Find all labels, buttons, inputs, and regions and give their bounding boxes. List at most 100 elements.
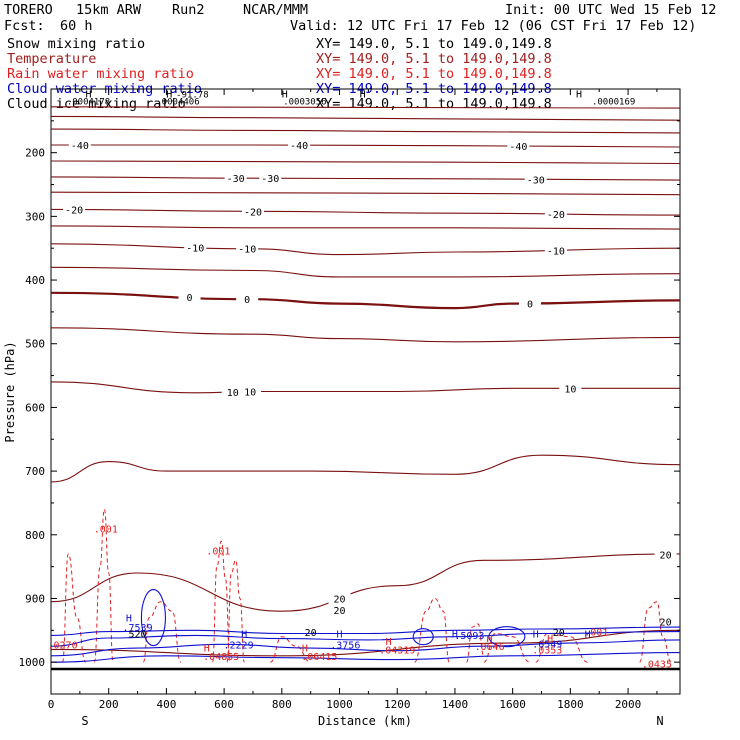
y-tick-label: 300 — [25, 210, 45, 223]
temperature-label: 20 — [334, 594, 346, 605]
temperature-contour-15 — [50, 454, 681, 483]
temperature-label: -20 — [547, 210, 565, 221]
x-tick-label: 800 — [272, 698, 292, 711]
temperature-label-bg — [544, 208, 567, 221]
temperature-label-bg — [654, 548, 677, 561]
rain-contour — [93, 508, 114, 663]
rain-label: .001 — [94, 524, 118, 535]
temperature-label-bg — [63, 203, 86, 216]
temperature-label: 10 — [244, 388, 256, 399]
temperature-label-bg — [518, 297, 541, 310]
temperature-label-bg — [544, 244, 567, 257]
rain-label: .001 — [584, 628, 608, 639]
high-marker: H — [360, 89, 366, 100]
temperature-contour-20 — [50, 553, 681, 612]
x-end-label-right: N — [656, 714, 663, 728]
run-name: Run2 — [172, 2, 205, 18]
high-marker: H — [302, 644, 308, 655]
temperature-label: -10 — [186, 243, 204, 254]
temperature-inline-label: 520 — [129, 630, 147, 641]
temperature-contour--50 — [50, 115, 681, 121]
rain-contour — [466, 623, 485, 663]
temperature-label-bg — [221, 385, 244, 398]
cloud-water-contour — [50, 639, 681, 657]
high-marker: H — [547, 634, 553, 645]
high-marker: H — [386, 637, 392, 648]
temperature-contour-10 — [50, 381, 680, 394]
rain-label: .0270 — [47, 640, 77, 651]
cloud-water-cell — [412, 628, 434, 646]
temperature-label: 0 — [186, 293, 192, 304]
temperature-label: 10 — [227, 388, 239, 399]
rain-label: .04319 — [379, 645, 415, 656]
legend-temperature-label: Temperature — [7, 51, 97, 67]
cloud-water-label: .2229 — [223, 640, 253, 651]
temperature-label-bg — [259, 172, 282, 185]
temperature-contour--15 — [50, 225, 681, 230]
temperature-contour--55 — [50, 106, 681, 109]
temperature-inline-label: 20 — [334, 606, 346, 617]
rain-contour — [639, 601, 672, 663]
temperature-label-bg — [236, 292, 259, 305]
y-axis-title: Pressure (hPa) — [3, 341, 17, 442]
temperature-label-bg — [178, 291, 201, 304]
cloud-water-contour — [50, 631, 681, 647]
cloud-water-contours — [50, 589, 681, 663]
y-tick-label: 700 — [25, 465, 45, 478]
temperature-label: -40 — [509, 142, 527, 153]
rain-label: .0435 — [642, 659, 672, 670]
high-marker: H — [204, 644, 210, 655]
rain-contour — [62, 553, 87, 663]
high-marker: H — [166, 89, 172, 100]
temperature-inline-label: 20 — [660, 617, 672, 628]
temperature-label: -30 — [527, 175, 545, 186]
rain-contour — [212, 540, 231, 663]
high-marker: H — [282, 89, 288, 100]
legend-snow-label: Snow mixing ratio — [7, 36, 146, 52]
temperature-label: 0 — [244, 295, 250, 306]
cloud-water-cell — [140, 589, 166, 647]
forecast-label: Fcst: — [4, 18, 45, 34]
y-tick-label: 600 — [25, 401, 45, 414]
temperature-label: -30 — [261, 174, 279, 185]
y-tick-label: 400 — [25, 274, 45, 287]
temperature-label: -10 — [547, 246, 565, 257]
contour-labels: -40 -40 -40 -30 -30 -30 -20 -20 -20 -10 -10 -10 0 0 0 1… — [47, 89, 677, 670]
rain-label: .0646 — [475, 642, 505, 653]
temperature-label: -40 — [71, 141, 89, 152]
y-tick-label: 500 — [25, 338, 45, 351]
high-marker: H — [85, 89, 91, 100]
cloud-water-contour — [50, 652, 681, 663]
temperature-label: -40 — [290, 141, 308, 152]
x-tick-label: 0 — [48, 698, 55, 711]
y-tick-label: 1000 — [19, 656, 46, 669]
legend-rain-xy: XY= 149.0, 5.1 to 149.0,149.8 — [316, 66, 552, 82]
y-tick-label: 200 — [25, 147, 45, 160]
plot-frame — [50, 88, 681, 695]
temperature-label-bg — [507, 140, 530, 153]
x-tick-label: 1600 — [499, 698, 526, 711]
cloud-water-contour — [50, 626, 681, 636]
temperature-contour-0 — [50, 291, 681, 310]
temperature-label-bg — [288, 139, 311, 152]
init-time: Init: 00 UTC Wed 15 Feb 12 — [505, 2, 717, 18]
temperature-label-bg — [68, 139, 91, 152]
cloud-ice-label: .0003056 — [283, 97, 326, 107]
cloud-ice-label: .0004406 — [156, 97, 199, 107]
temperature-inline-label: 20 — [553, 628, 565, 639]
cloud-water-cell — [488, 626, 526, 648]
temperature-label: -20 — [65, 206, 83, 217]
temperature-contour--45 — [50, 128, 681, 134]
legend-snow-xy: XY= 149.0, 5.1 to 149.0,149.8 — [316, 36, 552, 52]
x-tick-label: 1400 — [442, 698, 469, 711]
temperature-contour--40 — [51, 144, 681, 148]
rain-label: .06415 — [301, 652, 337, 663]
y-tick-label: 900 — [25, 592, 45, 605]
rain-contour — [270, 636, 311, 663]
cloud-ice-label: -91.78 — [176, 90, 209, 100]
temperature-label-bg — [239, 385, 262, 398]
x-tick-label: 1800 — [557, 698, 584, 711]
temperature-contour--20 — [50, 208, 681, 216]
valid-time: Valid: 12 UTC Fri 17 Feb 12 (06 CST Fri … — [290, 18, 697, 34]
